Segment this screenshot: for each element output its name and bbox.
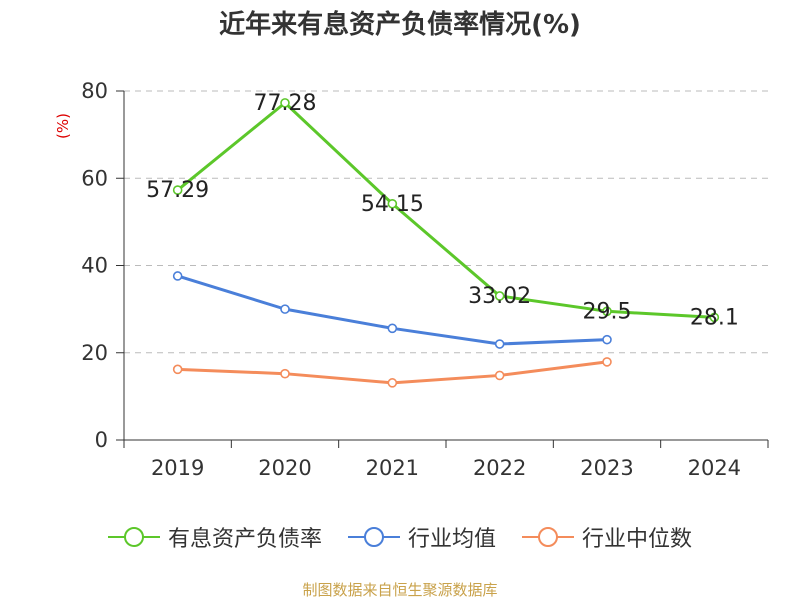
source-note: 制图数据来自恒生聚源数据库 xyxy=(302,581,498,599)
data-point xyxy=(602,306,612,317)
y-tick-label: 40 xyxy=(81,254,108,278)
legend-item[interactable]: 行业均值 xyxy=(347,521,496,553)
series-line xyxy=(177,274,608,346)
axes: 0 20 40 60 80 2019 2020 2021 2022 2023 2024 xyxy=(81,79,769,480)
data-point xyxy=(494,339,505,349)
legend-swatch-marker xyxy=(538,527,558,547)
legend-swatch xyxy=(347,527,400,547)
data-label: 29.5 xyxy=(583,299,632,324)
legend-label: 有息资产负债率 xyxy=(167,527,322,552)
data-label: 28.1 xyxy=(690,305,739,330)
data-label: 57.29 xyxy=(146,178,209,203)
legend-swatch xyxy=(107,527,160,547)
data-point xyxy=(387,323,398,334)
legend-label: 行业中位数 xyxy=(582,527,693,552)
data-point xyxy=(387,198,398,209)
data-point xyxy=(387,378,398,388)
data-label: 33.02 xyxy=(468,284,531,309)
x-tick-label: 2023 xyxy=(580,456,633,480)
x-tick-label: 2021 xyxy=(366,456,419,480)
data-point xyxy=(172,364,183,375)
x-tick-label: 2019 xyxy=(151,456,204,480)
grid-lines xyxy=(124,90,768,354)
series-line xyxy=(176,101,715,319)
data-point xyxy=(494,370,505,381)
series xyxy=(172,98,720,388)
data-point xyxy=(172,185,183,195)
x-tick-label: 2024 xyxy=(688,456,741,480)
x-tick-label: 2020 xyxy=(258,456,311,480)
data-point xyxy=(494,291,505,301)
data-point xyxy=(172,271,183,281)
legend-swatch-marker xyxy=(363,527,384,547)
legend-swatch xyxy=(522,527,574,547)
data-point xyxy=(709,312,720,323)
y-tick-label: 80 xyxy=(81,79,108,103)
legend-item[interactable]: 行业中位数 xyxy=(522,521,692,553)
legend: 有息资产负债率 行业均值 行业中位数 xyxy=(0,520,800,554)
chart-title: 近年来有息资产负债率情况(%) xyxy=(219,10,581,40)
data-label: 54.15 xyxy=(361,192,424,217)
data-point xyxy=(602,357,612,367)
data-labels: 57.29 77.28 54.15 33.02 29.5 28.1 xyxy=(146,91,739,331)
y-tick-label: 0 xyxy=(95,428,108,452)
legend-swatch-marker xyxy=(123,527,144,547)
data-label: 77.28 xyxy=(254,91,317,116)
data-point xyxy=(280,368,290,379)
data-point xyxy=(602,334,612,345)
legend-item[interactable]: 有息资产负债率 xyxy=(107,521,322,553)
legend-label: 行业均值 xyxy=(407,527,496,552)
data-point xyxy=(280,304,290,314)
x-tick-label: 2022 xyxy=(473,456,526,480)
y-axis-label: (%) xyxy=(54,113,72,139)
y-tick-label: 20 xyxy=(81,341,108,365)
y-tick-label: 60 xyxy=(81,166,108,190)
data-point xyxy=(280,98,290,108)
